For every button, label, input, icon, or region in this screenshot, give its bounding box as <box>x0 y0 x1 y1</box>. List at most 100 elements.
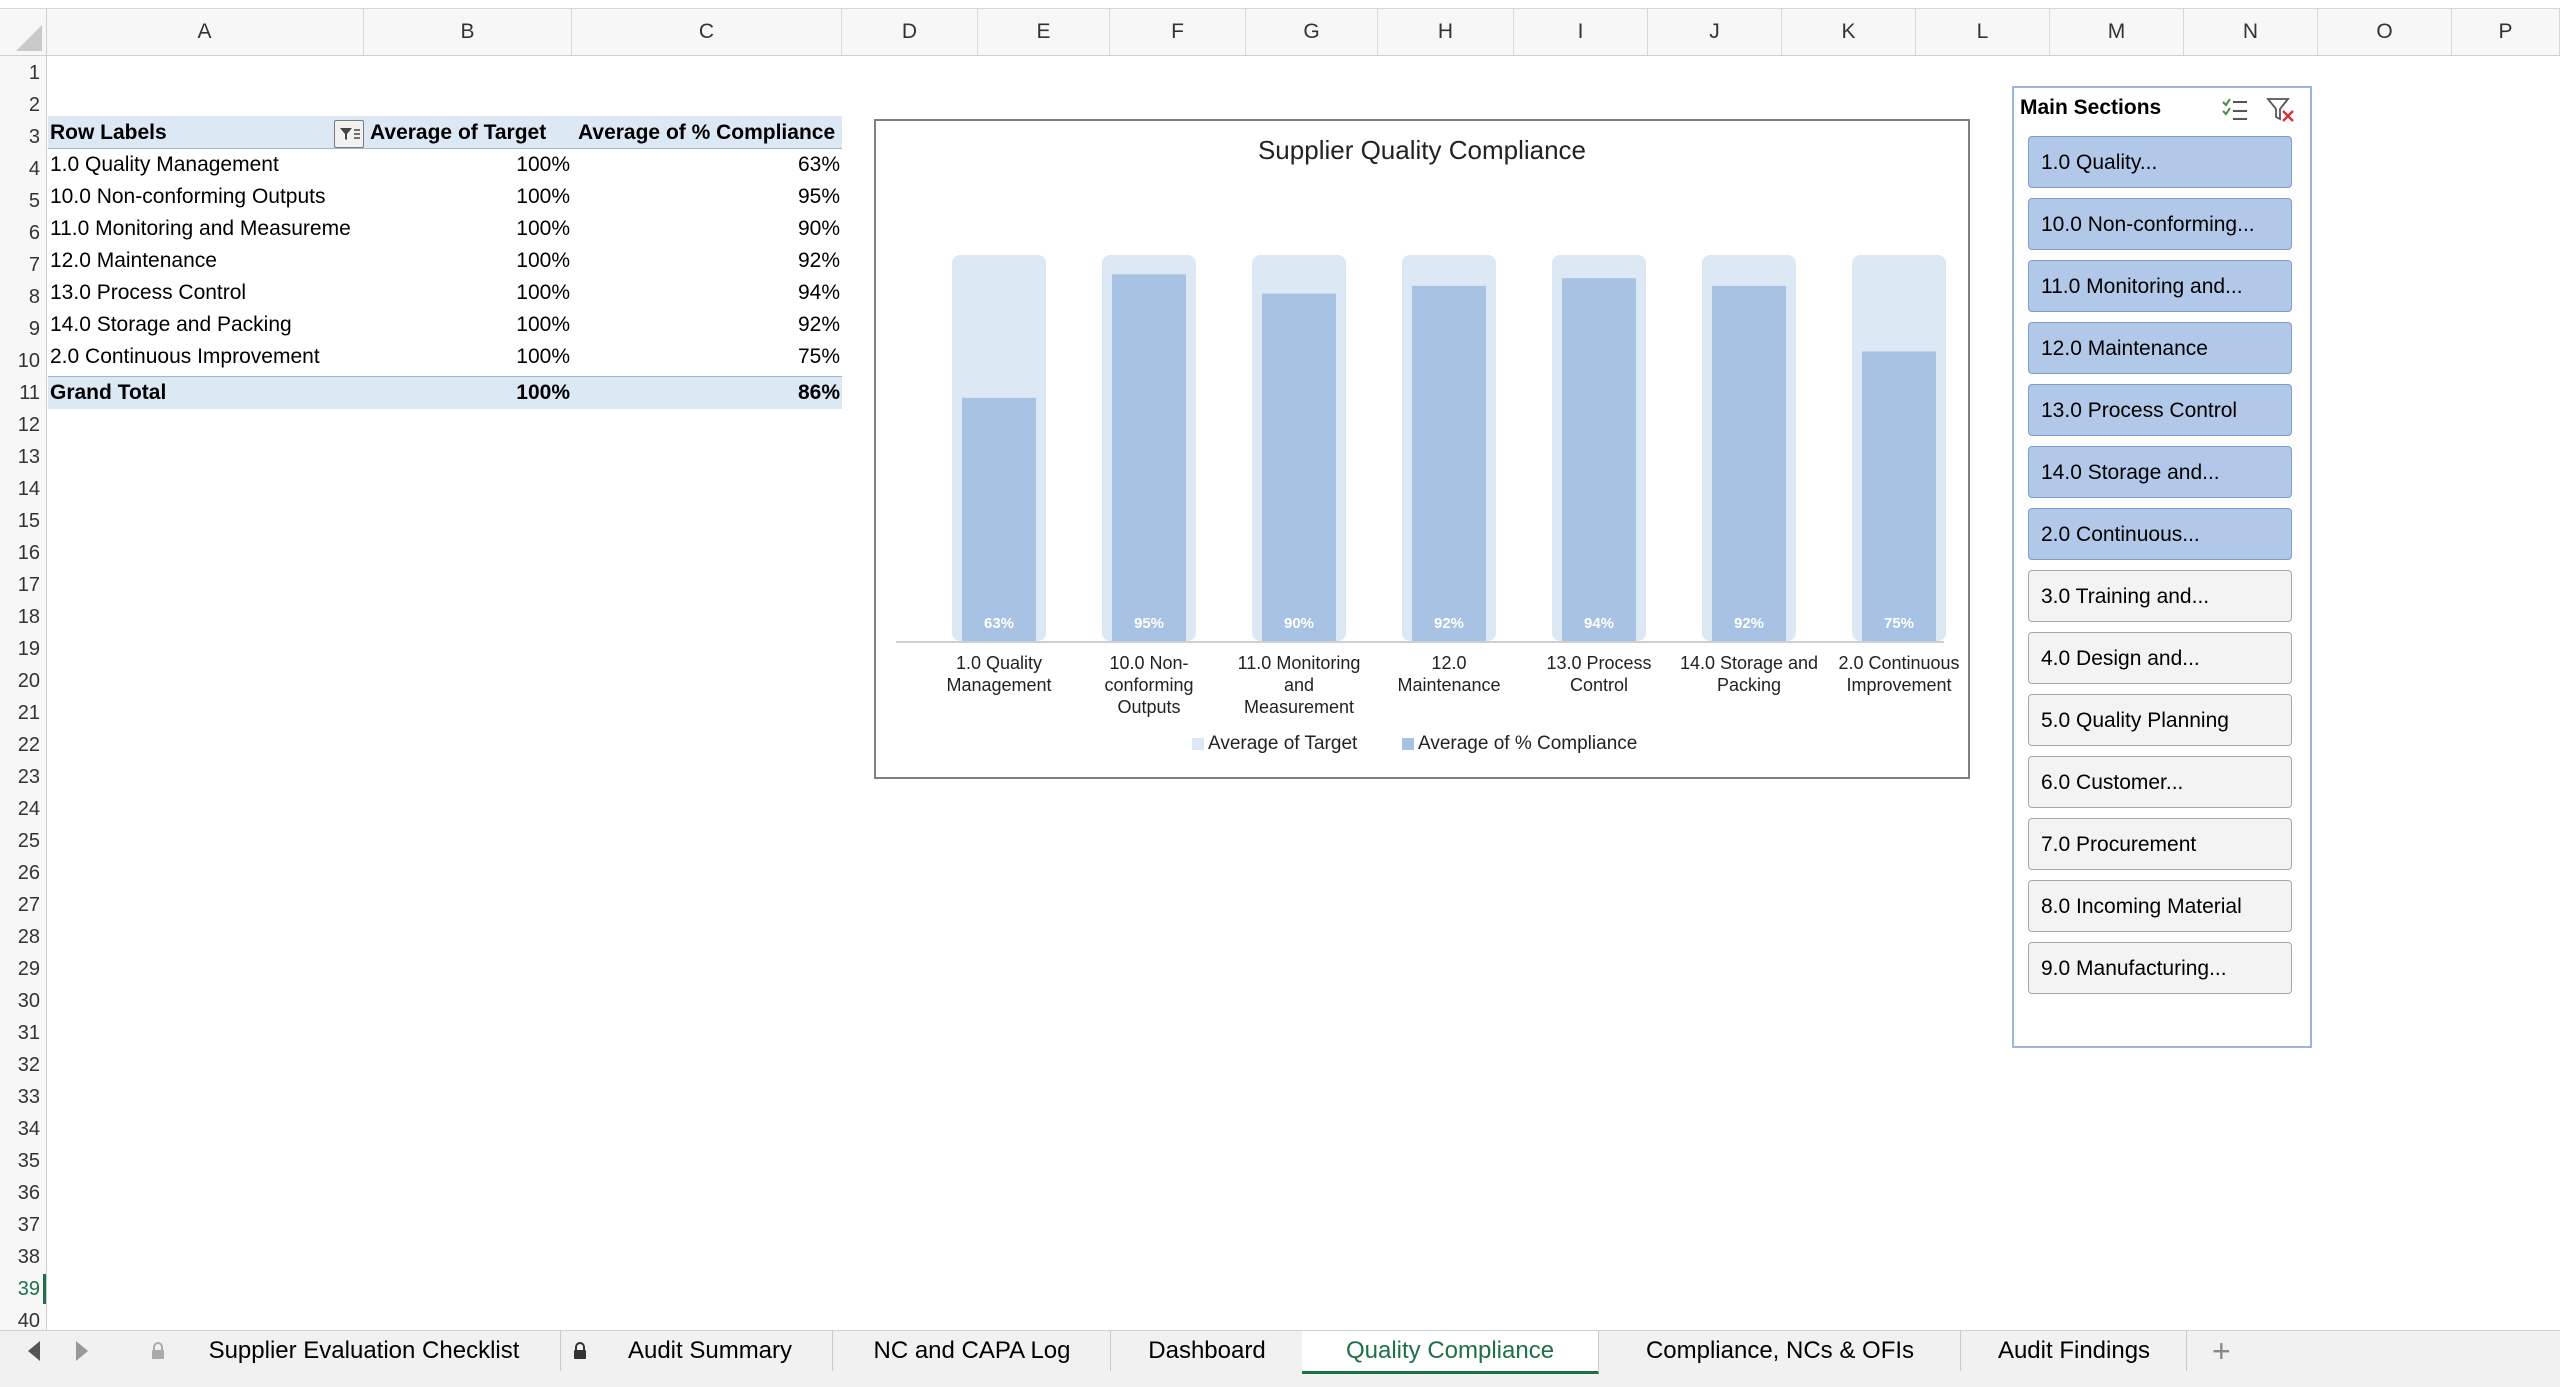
pivot-cell[interactable]: 92% <box>797 313 840 336</box>
pivot-cell[interactable]: 100% <box>516 185 570 208</box>
pivot-cell[interactable]: 12.0 Maintenance <box>50 249 217 272</box>
column-header-j[interactable]: J <box>1648 9 1782 55</box>
column-header-n[interactable]: N <box>2184 9 2318 55</box>
slicer-item[interactable]: 4.0 Design and... <box>2028 632 2292 684</box>
row-header-15[interactable]: 15 <box>17 510 40 532</box>
compliance-chart[interactable]: Supplier Quality Compliance 63% 1.0 Quali… <box>874 119 1970 779</box>
column-header-m[interactable]: M <box>2050 9 2184 55</box>
pivot-header-target[interactable]: Average of Target <box>370 121 547 144</box>
pivot-cell[interactable]: 100% <box>516 249 570 272</box>
row-header-14[interactable]: 14 <box>17 478 40 500</box>
row-header-4[interactable]: 4 <box>28 158 40 180</box>
pivot-cell[interactable]: 14.0 Storage and Packing <box>50 313 292 336</box>
slicer-item[interactable]: 7.0 Procurement <box>2028 818 2292 870</box>
row-header-24[interactable]: 24 <box>17 798 40 820</box>
row-header-36[interactable]: 36 <box>17 1182 40 1204</box>
sheet-tab[interactable]: NC and CAPA Log <box>834 1331 1111 1371</box>
row-header-28[interactable]: 28 <box>17 926 40 948</box>
sheet-tab[interactable]: Dashboard <box>1112 1331 1303 1371</box>
slicer-item[interactable]: 1.0 Quality... <box>2028 136 2292 188</box>
clear-filter-icon[interactable] <box>2266 96 2296 124</box>
slicer-item[interactable]: 2.0 Continuous... <box>2028 508 2292 560</box>
pivot-total-cell[interactable]: 100% <box>516 381 570 404</box>
row-header-18[interactable]: 18 <box>17 606 40 628</box>
sheet-tab[interactable]: Compliance, NCs & OFIs <box>1600 1331 1961 1371</box>
row-header-2[interactable]: 2 <box>28 94 40 116</box>
row-header-19[interactable]: 19 <box>17 638 40 660</box>
scroll-tabs-left-icon[interactable] <box>28 1341 40 1361</box>
row-header-38[interactable]: 38 <box>17 1246 40 1268</box>
pivot-header-row-labels[interactable]: Row Labels <box>50 121 167 144</box>
pivot-cell[interactable]: 100% <box>516 345 570 368</box>
pivot-cell[interactable]: 100% <box>516 153 570 176</box>
scroll-tabs-right-icon[interactable] <box>76 1341 88 1361</box>
row-header-20[interactable]: 20 <box>17 670 40 692</box>
row-header-37[interactable]: 37 <box>17 1214 40 1236</box>
row-header-34[interactable]: 34 <box>17 1118 40 1140</box>
slicer-item[interactable]: 10.0 Non-conforming... <box>2028 198 2292 250</box>
row-header-1[interactable]: 1 <box>28 62 40 84</box>
column-header-l[interactable]: L <box>1916 9 2050 55</box>
row-header-33[interactable]: 33 <box>17 1086 40 1108</box>
column-header-f[interactable]: F <box>1110 9 1246 55</box>
column-header-h[interactable]: H <box>1378 9 1514 55</box>
slicer-item[interactable]: 3.0 Training and... <box>2028 570 2292 622</box>
pivot-header-compliance[interactable]: Average of % Compliance <box>578 121 836 144</box>
column-header-p[interactable]: P <box>2452 9 2560 55</box>
row-header-21[interactable]: 21 <box>17 702 40 724</box>
row-header-23[interactable]: 23 <box>17 766 40 788</box>
pivot-cell[interactable]: 63% <box>797 153 840 176</box>
slicer-item[interactable]: 11.0 Monitoring and... <box>2028 260 2292 312</box>
slicer-item[interactable]: 13.0 Process Control <box>2028 384 2292 436</box>
pivot-cell[interactable]: 1.0 Quality Management <box>50 153 279 176</box>
row-header-40[interactable]: 40 <box>17 1310 40 1332</box>
row-header-30[interactable]: 30 <box>17 990 40 1012</box>
slicer-item[interactable]: 12.0 Maintenance <box>2028 322 2292 374</box>
row-labels-filter-button[interactable] <box>334 120 364 148</box>
column-header-k[interactable]: K <box>1782 9 1916 55</box>
row-header-32[interactable]: 32 <box>17 1054 40 1076</box>
pivot-cell[interactable]: 94% <box>797 281 840 304</box>
column-header-e[interactable]: E <box>978 9 1110 55</box>
row-header-27[interactable]: 27 <box>17 894 40 916</box>
pivot-cell[interactable]: 90% <box>797 217 840 240</box>
pivot-cell[interactable]: 100% <box>516 217 570 240</box>
pivot-cell[interactable]: 11.0 Monitoring and Measureme <box>50 217 351 240</box>
row-header-7[interactable]: 7 <box>28 254 40 276</box>
row-header-35[interactable]: 35 <box>17 1150 40 1172</box>
row-header-3[interactable]: 3 <box>28 126 40 148</box>
pivot-total-cell[interactable]: 86% <box>797 381 840 404</box>
row-header-17[interactable]: 17 <box>17 574 40 596</box>
multi-select-icon[interactable] <box>2220 96 2250 124</box>
column-header-i[interactable]: I <box>1514 9 1648 55</box>
row-header-31[interactable]: 31 <box>17 1022 40 1044</box>
pivot-cell[interactable]: 100% <box>516 281 570 304</box>
sheet-tab[interactable]: Audit Findings <box>1962 1331 2187 1371</box>
row-header-5[interactable]: 5 <box>28 190 40 212</box>
column-header-o[interactable]: O <box>2318 9 2452 55</box>
column-header-c[interactable]: C <box>572 9 842 55</box>
select-all-corner[interactable] <box>0 9 47 55</box>
slicer-item[interactable]: 9.0 Manufacturing... <box>2028 942 2292 994</box>
row-header-13[interactable]: 13 <box>17 446 40 468</box>
row-header-29[interactable]: 29 <box>17 958 40 980</box>
column-header-b[interactable]: B <box>364 9 572 55</box>
slicer-item[interactable]: 5.0 Quality Planning <box>2028 694 2292 746</box>
row-header-6[interactable]: 6 <box>28 222 40 244</box>
pivot-cell[interactable]: 95% <box>797 185 840 208</box>
row-header-25[interactable]: 25 <box>17 830 40 852</box>
pivot-cell[interactable]: 10.0 Non-conforming Outputs <box>50 185 326 208</box>
row-header-16[interactable]: 16 <box>17 542 40 564</box>
row-header-12[interactable]: 12 <box>17 414 40 436</box>
sheet-tab[interactable]: Supplier Evaluation Checklist <box>140 1331 561 1371</box>
pivot-cell[interactable]: 75% <box>797 345 840 368</box>
column-header-d[interactable]: D <box>842 9 978 55</box>
column-header-a[interactable]: A <box>46 9 364 55</box>
row-header-26[interactable]: 26 <box>17 862 40 884</box>
add-sheet-button[interactable]: + <box>2212 1333 2231 1369</box>
row-header-39[interactable]: 39 <box>17 1278 40 1300</box>
sheet-tab[interactable]: Audit Summary <box>560 1331 833 1371</box>
row-header-9[interactable]: 9 <box>28 318 40 340</box>
column-header-g[interactable]: G <box>1246 9 1378 55</box>
row-header-10[interactable]: 10 <box>17 350 40 372</box>
